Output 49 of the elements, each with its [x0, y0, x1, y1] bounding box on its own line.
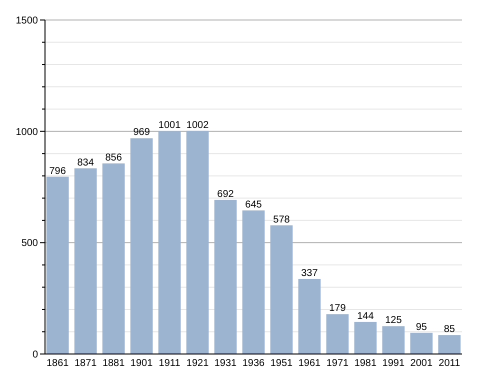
data-label: 179 [329, 303, 346, 314]
data-label: 1001 [158, 120, 182, 132]
data-label: 1002 [186, 120, 210, 131]
x-tick-label: 1961 [298, 358, 322, 369]
bar [102, 163, 125, 354]
bar [438, 335, 461, 354]
y-tick-label: 1000 [16, 126, 38, 138]
bar [186, 130, 209, 354]
x-tick-label: 2011 [438, 358, 461, 369]
bar [382, 326, 405, 354]
x-tick-label: 1901 [130, 358, 154, 369]
bar [46, 176, 69, 354]
y-tick-label: 500 [21, 238, 38, 250]
bar [214, 200, 237, 354]
x-tick-label: 2001 [410, 358, 433, 369]
data-label: 337 [301, 268, 318, 279]
bar [130, 138, 153, 354]
data-label: 856 [105, 152, 122, 164]
x-tick-label: 1981 [354, 358, 378, 369]
data-label: 144 [357, 310, 374, 322]
x-tick-label: 1931 [214, 358, 238, 369]
x-tick-label: 1871 [74, 358, 98, 369]
bar [298, 278, 321, 354]
data-label: 578 [273, 214, 290, 226]
y-tick-label: 1500 [16, 16, 38, 26]
bar [410, 332, 433, 354]
bar [270, 225, 293, 354]
bar [354, 322, 377, 354]
x-tick-label: 1971 [326, 358, 350, 369]
bar [242, 210, 265, 354]
bar [326, 314, 349, 354]
data-label: 692 [217, 188, 234, 200]
x-tick-label: 1861 [46, 358, 70, 369]
bar [74, 168, 97, 354]
data-label: 796 [49, 166, 66, 177]
data-label: 95 [416, 322, 428, 333]
data-label: 969 [133, 127, 150, 138]
x-tick-label: 1936 [242, 358, 266, 369]
data-label: 85 [444, 324, 456, 336]
data-label: 125 [385, 315, 402, 326]
bar [158, 131, 181, 354]
x-tick-label: 1991 [382, 358, 405, 369]
x-tick-label: 1921 [186, 358, 210, 369]
y-tick-label: 0 [32, 350, 38, 360]
x-tick-label: 1881 [102, 358, 126, 369]
x-tick-label: 1951 [270, 358, 294, 369]
data-label: 834 [77, 157, 94, 168]
data-label: 645 [245, 199, 262, 210]
x-tick-label: 1911 [158, 358, 181, 369]
